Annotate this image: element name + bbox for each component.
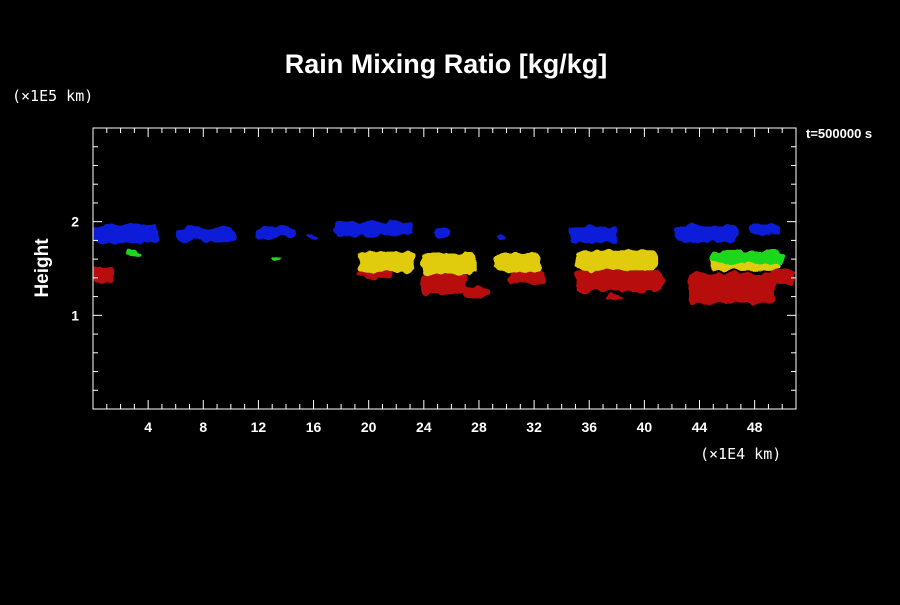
x-tick-label: 44 <box>692 419 708 435</box>
rain-field <box>93 221 796 304</box>
x-tick-label: 20 <box>361 419 377 435</box>
x-tick-label: 40 <box>637 419 653 435</box>
blue-rain-region <box>305 234 317 241</box>
x-tick-label: 28 <box>471 419 487 435</box>
x-tick-label: 24 <box>416 419 432 435</box>
time-label: t=500000 s <box>806 126 872 141</box>
yellow-rain-region <box>575 249 659 271</box>
x-tick-label: 48 <box>747 419 763 435</box>
red-rain-region <box>688 273 776 304</box>
blue-rain-region <box>175 227 235 242</box>
green-rain-region <box>272 257 281 262</box>
red-rain-region <box>771 268 796 286</box>
y-tick-label: 2 <box>71 214 79 230</box>
x-tick-label: 8 <box>199 419 207 435</box>
x-tick-label: 36 <box>581 419 597 435</box>
blue-rain-region <box>93 224 160 244</box>
blue-rain-region <box>674 224 739 243</box>
y-axis-label: Height <box>32 238 53 298</box>
x-tick-label: 16 <box>306 419 322 435</box>
red-rain-region <box>605 294 624 300</box>
x-tick-label: 32 <box>526 419 542 435</box>
x-tick-label: 12 <box>251 419 267 435</box>
x-tick-label: 4 <box>144 419 152 435</box>
yellow-rain-region <box>495 253 541 273</box>
red-rain-region <box>575 270 664 291</box>
red-rain-region <box>462 287 489 299</box>
y-axis-unit: (×1E5 km) <box>12 87 93 105</box>
chart-title: Rain Mixing Ratio [kg/kg] <box>285 49 608 79</box>
plot-frame <box>92 127 797 410</box>
red-rain-region <box>93 266 114 284</box>
green-rain-region <box>127 249 142 258</box>
blue-rain-region <box>495 233 507 240</box>
red-rain-region <box>421 273 468 295</box>
blue-rain-region <box>433 229 452 238</box>
green-rain-region <box>710 251 785 264</box>
blue-rain-region <box>255 226 298 238</box>
yellow-rain-region <box>357 251 415 273</box>
blue-rain-region <box>569 226 619 244</box>
blue-rain-region <box>749 224 783 235</box>
blue-rain-region <box>334 221 413 236</box>
x-axis-unit: (×1E4 km) <box>700 445 781 463</box>
red-rain-region <box>509 270 546 285</box>
yellow-rain-region <box>421 253 477 275</box>
y-tick-label: 1 <box>71 307 79 323</box>
